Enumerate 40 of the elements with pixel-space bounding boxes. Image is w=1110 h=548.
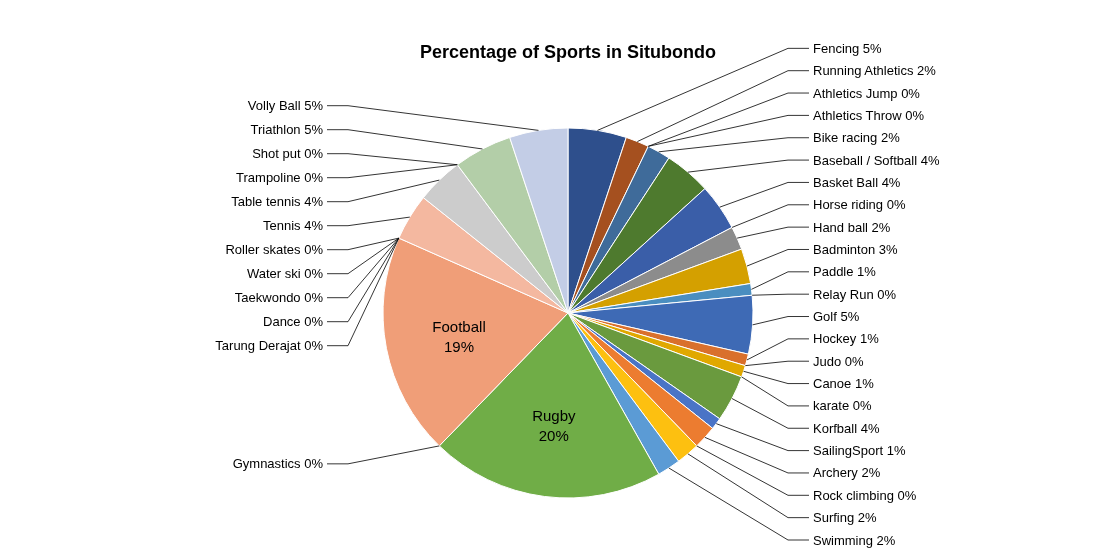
- category-label: Water ski 0%: [246, 266, 323, 282]
- slice-label: Golf 5%: [813, 309, 860, 325]
- slice-label: Table tennis 4%: [231, 194, 324, 210]
- slice-label: Archery 2%: [813, 465, 881, 481]
- legend-label: Relay Run 0%: [813, 286, 897, 302]
- category-label: Taekwondo 0%: [234, 290, 323, 306]
- slice-label: Surfing 2%: [813, 510, 878, 526]
- category-label: Gymnastics 0%: [232, 456, 323, 472]
- category-label: Trampoline 0%: [236, 170, 323, 186]
- data-label: 19%: [444, 338, 475, 356]
- slice-label: SailingSport 1%: [813, 443, 906, 459]
- slice-label: Hand ball 2%: [813, 219, 891, 235]
- data-label: 20%: [538, 427, 569, 445]
- category-label: karate 0%: [813, 398, 872, 414]
- slice-label: Running Athletics 2%: [813, 63, 937, 79]
- slice-label: Rugby: [532, 407, 576, 425]
- category-label: Tarung Derajat 0%: [215, 338, 323, 354]
- slice-label: Tennis 4%: [263, 218, 324, 234]
- category-label: Roller skates 0%: [225, 242, 323, 258]
- slice-label: Canoe 1%: [813, 376, 875, 392]
- category-label: Rock climbing 0%: [813, 487, 917, 503]
- category-label: Athletics Throw 0%: [813, 107, 925, 123]
- slice-label: Triathlon 5%: [250, 122, 324, 138]
- slice-label: Badminton 3%: [813, 241, 898, 257]
- slice-label: Baseball / Softball 4%: [813, 152, 940, 168]
- category-label: Dance 0%: [263, 314, 323, 330]
- slice-label: Paddle 1%: [813, 264, 877, 280]
- category-label: Athletics Jump 0%: [813, 85, 920, 101]
- slice-label: Volly Ball 5%: [247, 98, 324, 114]
- slice-label: Football: [432, 318, 486, 336]
- slice-label: Fencing 5%: [813, 40, 883, 56]
- slice-label: Swimming 2%: [813, 532, 896, 548]
- chart-title: Percentage of Sports in Situbondo: [419, 42, 717, 62]
- category-label: Shot put 0%: [252, 146, 323, 162]
- slice-label: Korfball 4%: [813, 420, 880, 436]
- slice-label: Hockey 1%: [813, 331, 880, 347]
- legend-label: Judo 0%: [813, 353, 865, 369]
- category-label: Horse riding 0%: [813, 197, 906, 213]
- slice-label: Basket Ball 4%: [813, 174, 901, 190]
- slice-label: Bike racing 2%: [813, 130, 901, 146]
